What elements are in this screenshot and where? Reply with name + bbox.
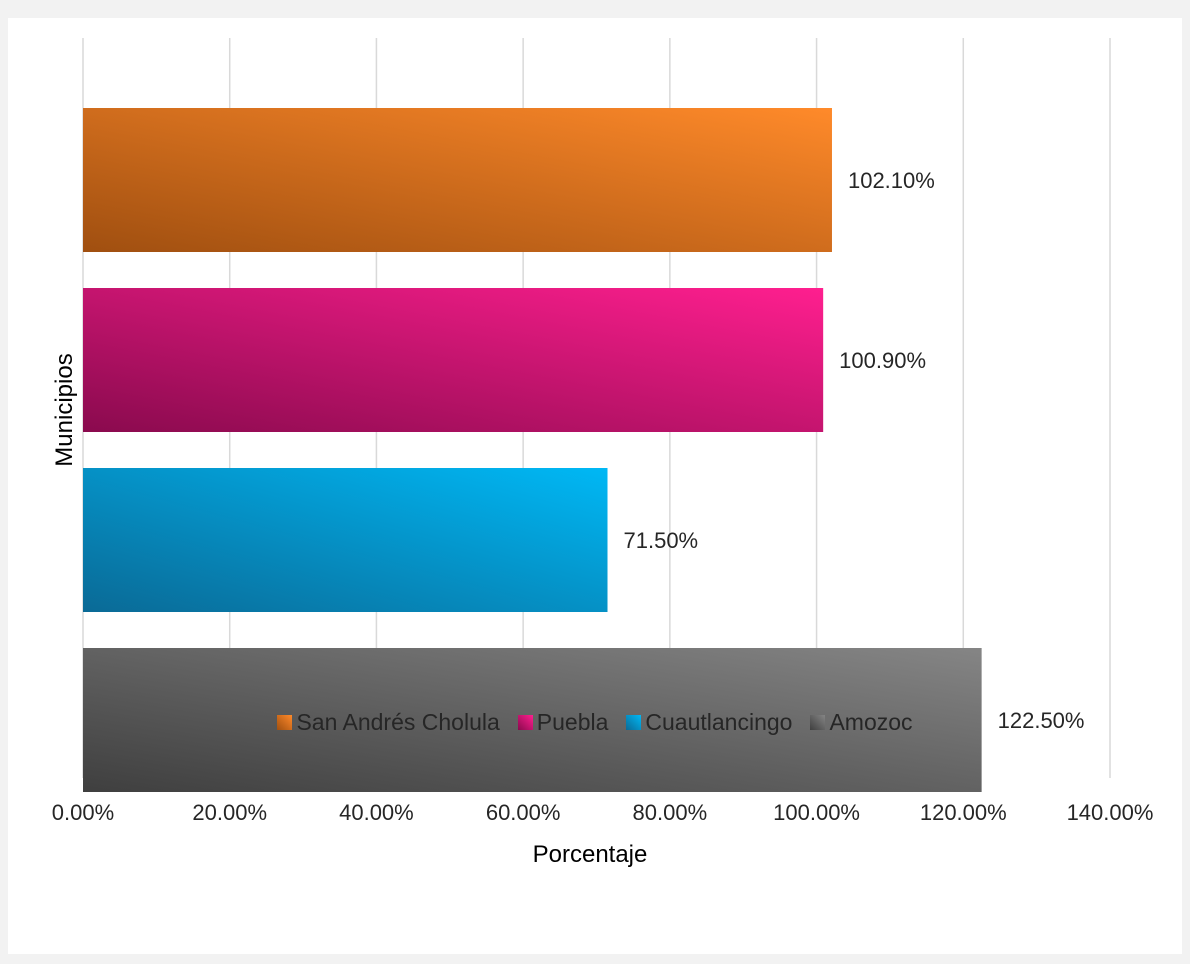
x-tick-label: 20.00% (192, 800, 267, 825)
data-label: 122.50% (998, 708, 1085, 733)
chart-frame: 102.10% 100.90% 71.50% 122.50% 0.00% 20.00% 4… (8, 18, 1182, 954)
x-tick-labels: 0.00% 20.00% 40.00% 60.00% 80.00% 100.00% 120.… (52, 800, 1154, 825)
data-label: 100.90% (839, 348, 926, 373)
bar-san-andr-s-cholula (83, 108, 832, 252)
y-axis-title: Municipios (51, 353, 78, 466)
legend-item: Cuautlancingo (626, 709, 792, 736)
x-tick-label: 0.00% (52, 800, 114, 825)
legend-item: Amozoc (810, 709, 913, 736)
x-tick-label: 40.00% (339, 800, 414, 825)
legend-swatch (517, 715, 533, 730)
bar-chart: 102.10% 100.90% 71.50% 122.50% 0.00% 20.00% 4… (51, 38, 1154, 868)
x-axis-title: Porcentaje (533, 841, 648, 868)
data-label: 102.10% (848, 168, 935, 193)
legend-label: Cuautlancingo (645, 709, 793, 735)
legend-swatch (810, 715, 826, 730)
legend-label: Puebla (536, 709, 609, 735)
x-tick-label: 100.00% (773, 800, 860, 825)
legend-label: San Andrés Cholula (296, 709, 500, 735)
bars (83, 108, 982, 792)
data-label: 71.50% (624, 528, 699, 553)
legend-swatch (277, 715, 293, 730)
legend-item: Puebla (517, 709, 609, 736)
legend-label: Amozoc (829, 709, 913, 735)
legend-item: San Andrés Cholula (277, 709, 500, 736)
legend-swatch (626, 715, 642, 730)
legend: San Andrés Cholula Puebla Cuautlancingo Amo… (8, 709, 1182, 736)
x-tick-label: 120.00% (920, 800, 1007, 825)
bar-puebla (83, 288, 824, 432)
x-tick-label: 80.00% (633, 800, 708, 825)
x-tick-label: 60.00% (486, 800, 561, 825)
data-labels: 102.10% 100.90% 71.50% 122.50% (624, 168, 1085, 733)
bar-cuautlancingo (83, 468, 608, 612)
x-tick-label: 140.00% (1067, 800, 1154, 825)
